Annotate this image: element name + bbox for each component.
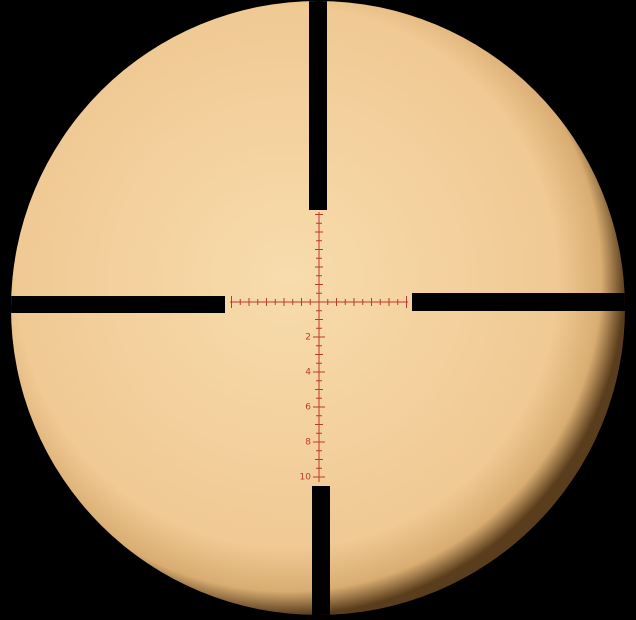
left-post [11,296,225,313]
right-post [412,293,625,311]
fine-reticle [230,212,408,482]
scale-label: 4 [305,368,311,378]
bottom-post [312,486,330,615]
lens-field [11,1,625,615]
scale-label: 6 [305,403,311,413]
top-post [309,1,327,210]
scale-label: 2 [305,333,311,343]
scale-label: 8 [305,438,311,448]
scale-label: 10 [300,473,312,483]
